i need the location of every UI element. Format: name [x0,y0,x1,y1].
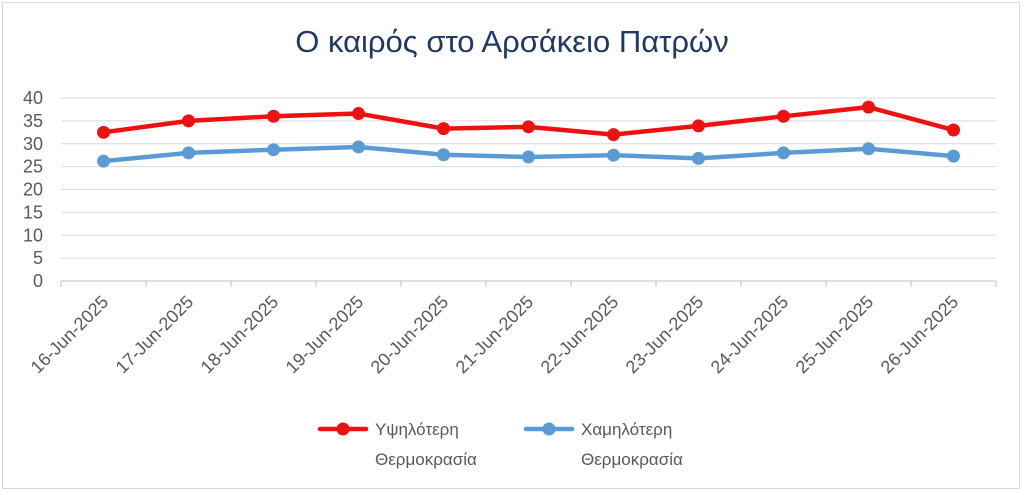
y-tick-label: 0 [33,271,43,291]
x-tick-label: 22-Jun-2025 [537,292,623,378]
data-point [862,142,875,156]
y-tick-label: 40 [23,88,43,108]
data-point [692,151,705,165]
data-point [437,122,450,136]
legend-label-1: Θερμοκρασία [375,450,477,469]
x-tick-label: 21-Jun-2025 [452,292,538,378]
data-point [522,150,535,164]
chart-title: Ο καιρός στο Αρσάκειο Πατρών [295,24,729,59]
legend-label-1: Υψηλότερη [375,420,459,439]
data-point [182,146,195,160]
data-point [352,140,365,154]
y-tick-label: 5 [33,248,43,268]
x-tick-label: 26-Jun-2025 [877,292,963,378]
x-tick-label: 16-Jun-2025 [27,292,113,378]
x-tick-label: 20-Jun-2025 [367,292,453,378]
y-tick-label: 35 [23,111,43,131]
y-tick-label: 20 [23,180,43,200]
data-point [947,149,960,163]
x-tick-label: 23-Jun-2025 [622,292,708,378]
y-tick-label: 10 [23,225,43,245]
x-tick-label: 24-Jun-2025 [707,292,793,378]
legend-label-2: Θερμοκρασία [581,450,683,469]
data-point [437,148,450,162]
data-point [522,120,535,134]
data-point [777,109,790,123]
y-tick-label: 15 [23,202,43,222]
legend-marker-2 [542,422,556,436]
legend-marker-1 [336,422,350,436]
legend-label-2: Χαμηλότερη [581,420,672,439]
y-tick-label: 30 [23,134,43,154]
x-tick-label: 19-Jun-2025 [282,292,368,378]
data-point [607,148,620,162]
data-point [947,123,960,137]
data-point [862,100,875,114]
data-point [97,154,110,168]
x-tick-label: 18-Jun-2025 [197,292,283,378]
x-tick-label: 25-Jun-2025 [792,292,878,378]
y-tick-label: 25 [23,157,43,177]
data-point [692,119,705,133]
data-point [182,114,195,128]
data-point [267,143,280,157]
data-point [97,125,110,139]
data-point [607,128,620,142]
data-point [267,109,280,123]
x-tick-label: 17-Jun-2025 [112,292,198,378]
data-point [777,146,790,160]
data-point [352,107,365,121]
